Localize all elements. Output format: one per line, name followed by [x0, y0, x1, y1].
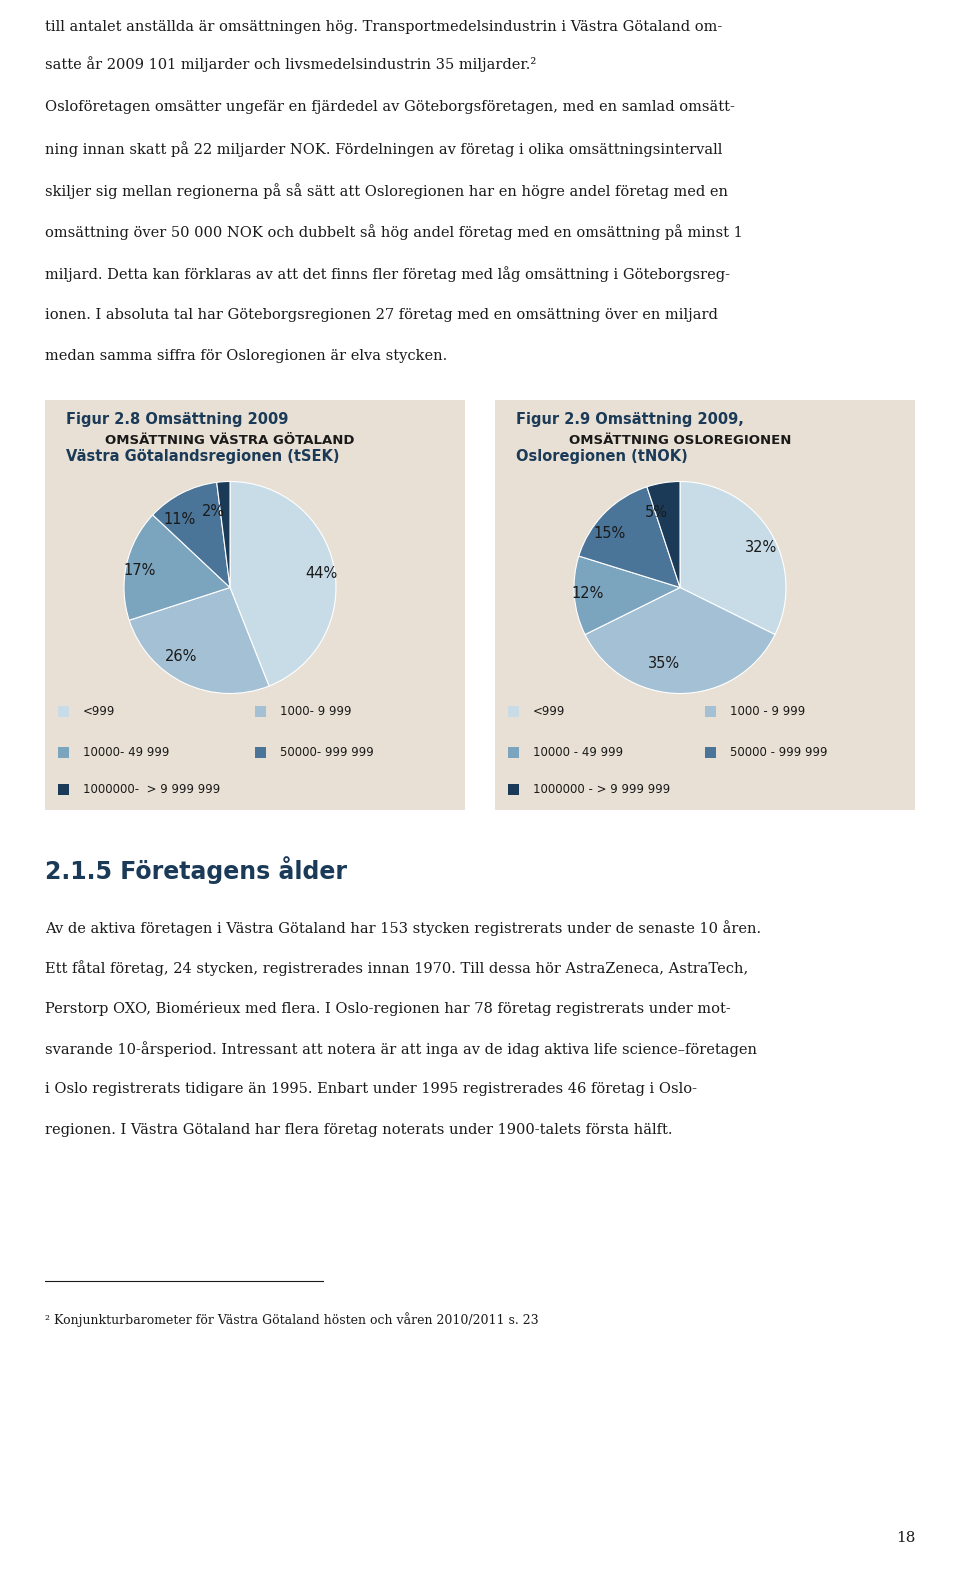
Wedge shape: [230, 481, 336, 686]
Text: 1000 - 9 999: 1000 - 9 999: [731, 705, 805, 718]
Text: 10000- 49 999: 10000- 49 999: [83, 746, 169, 759]
Text: ning innan skatt på 22 miljarder NOK. Fördelningen av företag i olika omsättning: ning innan skatt på 22 miljarder NOK. Fö…: [45, 141, 722, 157]
FancyBboxPatch shape: [58, 707, 69, 718]
FancyBboxPatch shape: [508, 784, 519, 796]
Text: 32%: 32%: [745, 540, 777, 554]
Text: svarande 10-årsperiod. Intressant att notera är att inga av de idag aktiva life : svarande 10-årsperiod. Intressant att no…: [45, 1042, 757, 1058]
FancyBboxPatch shape: [255, 746, 266, 757]
Text: Västra Götalandsregionen (tSEK): Västra Götalandsregionen (tSEK): [66, 449, 340, 464]
FancyBboxPatch shape: [58, 746, 69, 757]
Text: Osloföretagen omsätter ungefär en fjärdedel av Göteborgsföretagen, med en samlad: Osloföretagen omsätter ungefär en fjärde…: [45, 100, 734, 114]
Text: 1000000 - > 9 999 999: 1000000 - > 9 999 999: [533, 783, 670, 796]
Text: 2.1.5 Företagens ålder: 2.1.5 Företagens ålder: [45, 856, 347, 885]
Text: 50000 - 999 999: 50000 - 999 999: [731, 746, 828, 759]
Wedge shape: [153, 483, 230, 588]
Text: till antalet anställda är omsättningen hög. Transportmedelsindustrin i Västra Gö: till antalet anställda är omsättningen h…: [45, 21, 722, 33]
Wedge shape: [217, 481, 230, 588]
Wedge shape: [574, 556, 680, 635]
Text: ² Konjunkturbarometer för Västra Götaland hösten och våren 2010/2011 s. 23: ² Konjunkturbarometer för Västra Götalan…: [45, 1312, 539, 1328]
FancyBboxPatch shape: [508, 707, 519, 718]
Text: 1000000-  > 9 999 999: 1000000- > 9 999 999: [83, 783, 220, 796]
FancyBboxPatch shape: [255, 707, 266, 718]
Text: 12%: 12%: [571, 586, 604, 600]
FancyBboxPatch shape: [508, 746, 519, 757]
Text: skiljer sig mellan regionerna på så sätt att Osloregionen har en högre andel för: skiljer sig mellan regionerna på så sätt…: [45, 183, 728, 198]
Text: i Oslo registrerats tidigare än 1995. Enbart under 1995 registrerades 46 företag: i Oslo registrerats tidigare än 1995. En…: [45, 1081, 697, 1096]
Wedge shape: [680, 481, 786, 635]
FancyBboxPatch shape: [705, 746, 716, 757]
Text: 2%: 2%: [203, 503, 226, 519]
FancyBboxPatch shape: [58, 784, 69, 796]
Wedge shape: [585, 588, 775, 694]
Text: Av de aktiva företagen i Västra Götaland har 153 stycken registrerats under de s: Av de aktiva företagen i Västra Götaland…: [45, 919, 761, 935]
Text: miljard. Detta kan förklaras av att det finns fler företag med låg omsättning i : miljard. Detta kan förklaras av att det …: [45, 267, 730, 283]
Text: Osloregionen (tNOK): Osloregionen (tNOK): [516, 449, 687, 464]
Wedge shape: [647, 481, 680, 588]
Text: <999: <999: [83, 705, 115, 718]
Text: 35%: 35%: [648, 656, 680, 672]
Text: regionen. I Västra Götaland har flera företag noterats under 1900-talets första : regionen. I Västra Götaland har flera fö…: [45, 1123, 673, 1137]
Text: 26%: 26%: [165, 649, 198, 664]
Wedge shape: [579, 488, 680, 588]
Title: OMSÄTTNING VÄSTRA GÖTALAND: OMSÄTTNING VÄSTRA GÖTALAND: [106, 434, 355, 446]
Text: 18: 18: [896, 1531, 915, 1545]
Text: Perstorp OXO, Biomérieux med flera. I Oslo-regionen har 78 företag registrerats : Perstorp OXO, Biomérieux med flera. I Os…: [45, 1000, 731, 1016]
Text: 11%: 11%: [163, 511, 195, 527]
Text: ionen. I absoluta tal har Göteborgsregionen 27 företag med en omsättning över en: ionen. I absoluta tal har Göteborgsregio…: [45, 308, 718, 322]
Text: 44%: 44%: [305, 565, 337, 581]
Text: 10000 - 49 999: 10000 - 49 999: [533, 746, 623, 759]
Text: 50000- 999 999: 50000- 999 999: [280, 746, 374, 759]
Wedge shape: [124, 515, 230, 621]
Text: Figur 2.8 Omsättning 2009: Figur 2.8 Omsättning 2009: [66, 413, 288, 427]
Text: Ett fåtal företag, 24 stycken, registrerades innan 1970. Till dessa hör AstraZen: Ett fåtal företag, 24 stycken, registrer…: [45, 961, 748, 977]
FancyBboxPatch shape: [705, 707, 716, 718]
Text: satte år 2009 101 miljarder och livsmedelsindustrin 35 miljarder.²: satte år 2009 101 miljarder och livsmede…: [45, 56, 537, 71]
Text: 5%: 5%: [645, 505, 668, 519]
Wedge shape: [130, 588, 269, 694]
Text: omsättning över 50 000 NOK och dubbelt så hög andel företag med en omsättning på: omsättning över 50 000 NOK och dubbelt s…: [45, 224, 743, 240]
Text: Figur 2.9 Omsättning 2009,: Figur 2.9 Omsättning 2009,: [516, 413, 744, 427]
Text: medan samma siffra för Osloregionen är elva stycken.: medan samma siffra för Osloregionen är e…: [45, 349, 447, 364]
Text: 1000- 9 999: 1000- 9 999: [280, 705, 351, 718]
Text: <999: <999: [533, 705, 565, 718]
Title: OMSÄTTNING OSLOREGIONEN: OMSÄTTNING OSLOREGIONEN: [569, 434, 791, 446]
Text: 17%: 17%: [123, 564, 156, 578]
Text: 15%: 15%: [593, 527, 626, 542]
